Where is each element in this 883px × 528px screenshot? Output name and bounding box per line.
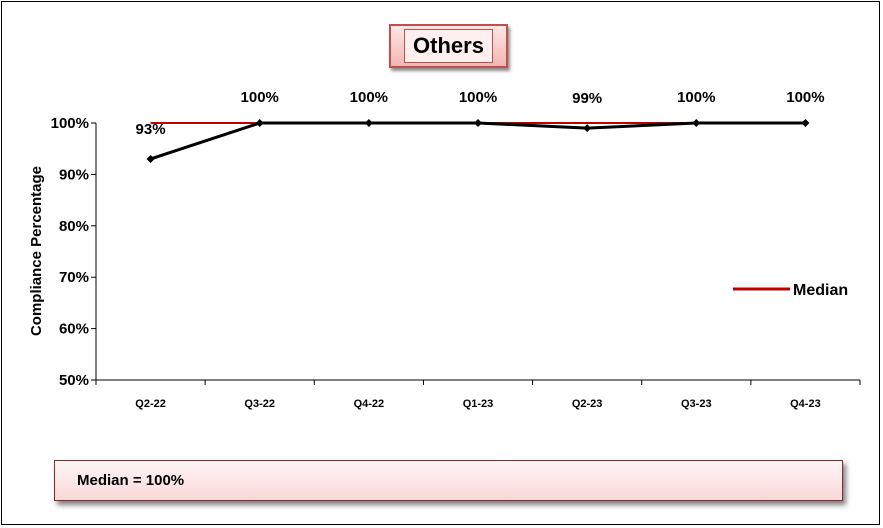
data-point-marker	[255, 119, 264, 127]
legend-median-label: Median	[793, 282, 848, 299]
chart-title-box: Others	[389, 24, 508, 68]
data-label: 93%	[136, 121, 166, 138]
y-tick-label: 90%	[59, 166, 89, 183]
y-tick-label: 50%	[59, 372, 89, 389]
median-summary-box: Median = 100%	[54, 460, 843, 501]
x-tick-label: Q3-22	[244, 398, 275, 410]
data-label: 100%	[241, 89, 279, 106]
y-tick-label: 60%	[59, 321, 89, 338]
compliance-series: 93% 100% 100% 100% 99% 100% 100%	[136, 89, 825, 163]
compliance-line-path	[150, 121, 806, 161]
data-label: 100%	[786, 89, 824, 106]
data-label: 100%	[677, 89, 715, 106]
y-tick-label: 100%	[51, 115, 89, 132]
data-label: 100%	[350, 89, 388, 106]
y-axis-label: Compliance Percentage	[28, 166, 45, 336]
data-point-marker	[474, 119, 482, 127]
axes: 50% 60% 70% 80% 90% 100% Q2-22 Q3-22 Q4-22 Q1-23 Q…	[51, 115, 861, 410]
y-tick-label: 80%	[59, 218, 89, 235]
median-summary-text: Median = 100%	[77, 472, 185, 489]
x-tick-label: Q1-23	[463, 398, 494, 410]
data-point-marker	[801, 119, 810, 127]
chart-title: Others	[404, 29, 493, 63]
data-point-marker	[692, 119, 701, 127]
data-point-marker	[583, 124, 592, 133]
x-tick-label: Q4-23	[790, 398, 821, 410]
data-point-marker	[364, 119, 373, 127]
data-point-marker	[146, 154, 155, 163]
x-tick-label: Q2-22	[135, 398, 166, 410]
data-label: 100%	[459, 89, 497, 106]
data-label: 99%	[572, 90, 602, 107]
y-tick-label: 70%	[59, 269, 89, 286]
x-tick-label: Q4-22	[354, 398, 385, 410]
x-tick-label: Q2-23	[572, 398, 603, 410]
legend: Median	[733, 282, 848, 299]
x-tick-label: Q3-23	[681, 398, 712, 410]
